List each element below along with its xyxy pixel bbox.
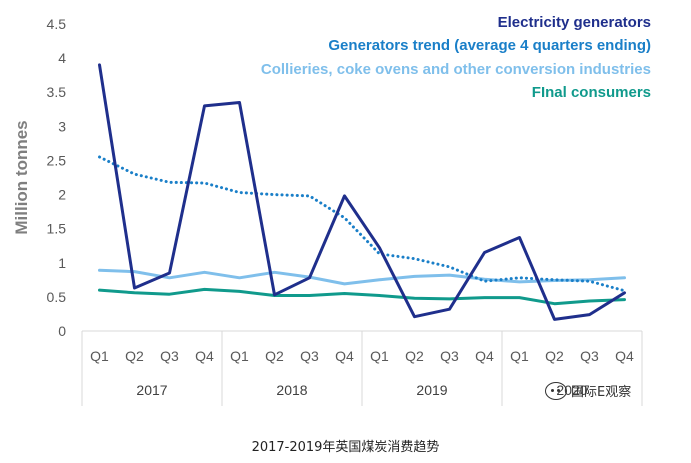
x-tick-label: Q3: [440, 348, 459, 364]
x-tick-label: Q3: [580, 348, 599, 364]
y-tick-label: 4: [58, 50, 66, 66]
y-axis-title: Million tonnes: [12, 120, 31, 234]
x-group-label: 2019: [416, 382, 447, 398]
x-tick-label: Q2: [265, 348, 284, 364]
legend: Electricity generators Generators trend (…: [261, 14, 651, 101]
y-tick-label: 4.5: [47, 16, 67, 32]
x-tick-label: Q2: [405, 348, 424, 364]
y-tick-label: 0.5: [47, 289, 67, 305]
x-group-label: 2017: [136, 382, 167, 398]
y-tick-label: 3.5: [47, 84, 67, 100]
x-tick-label: Q1: [510, 348, 529, 364]
legend-entry: Collieries, coke ovens and other convers…: [261, 61, 651, 78]
series-layer: [98, 63, 626, 321]
y-tick-label: 1.5: [47, 221, 67, 237]
x-group-label: 2018: [276, 382, 307, 398]
x-tick-label: Q1: [90, 348, 109, 364]
x-tick-label: Q2: [125, 348, 144, 364]
x-tick-label: Q4: [195, 348, 214, 364]
x-tick-label: Q2: [545, 348, 564, 364]
x-tick-label: Q3: [160, 348, 179, 364]
wechat-icon: [545, 381, 567, 400]
chart-area: 0 0.5 1 1.5 2 2.5 3 3.5 4 4.5 Million tonnes Q1 Q2 Q3…: [12, 14, 651, 406]
y-tick-label: 2: [58, 187, 66, 203]
x-tick-label: Q3: [300, 348, 319, 364]
watermark-text: 国际E观察: [571, 385, 632, 400]
y-tick-label: 2.5: [47, 152, 67, 168]
x-tick-label: Q4: [475, 348, 494, 364]
x-tick-label: Q1: [230, 348, 249, 364]
watermark: 国际E观察: [545, 381, 631, 400]
x-tick-label: Q4: [335, 348, 354, 364]
y-tick-label: 0: [58, 323, 66, 339]
x-tick-label: Q1: [370, 348, 389, 364]
legend-entry: Generators trend (average 4 quarters end…: [328, 37, 651, 54]
y-tick-label: 1: [58, 255, 66, 271]
y-tick-label: 3: [58, 118, 66, 134]
series-line-0: [98, 63, 626, 321]
series-line-3: [98, 287, 626, 306]
legend-entry: Electricity generators: [498, 14, 651, 31]
figure-caption: 2017-2019年英国煤炭消费趋势: [251, 440, 440, 455]
x-tick-label: Q4: [615, 348, 634, 364]
legend-entry: FInal consumers: [532, 84, 651, 101]
series-line-2: [98, 268, 626, 286]
